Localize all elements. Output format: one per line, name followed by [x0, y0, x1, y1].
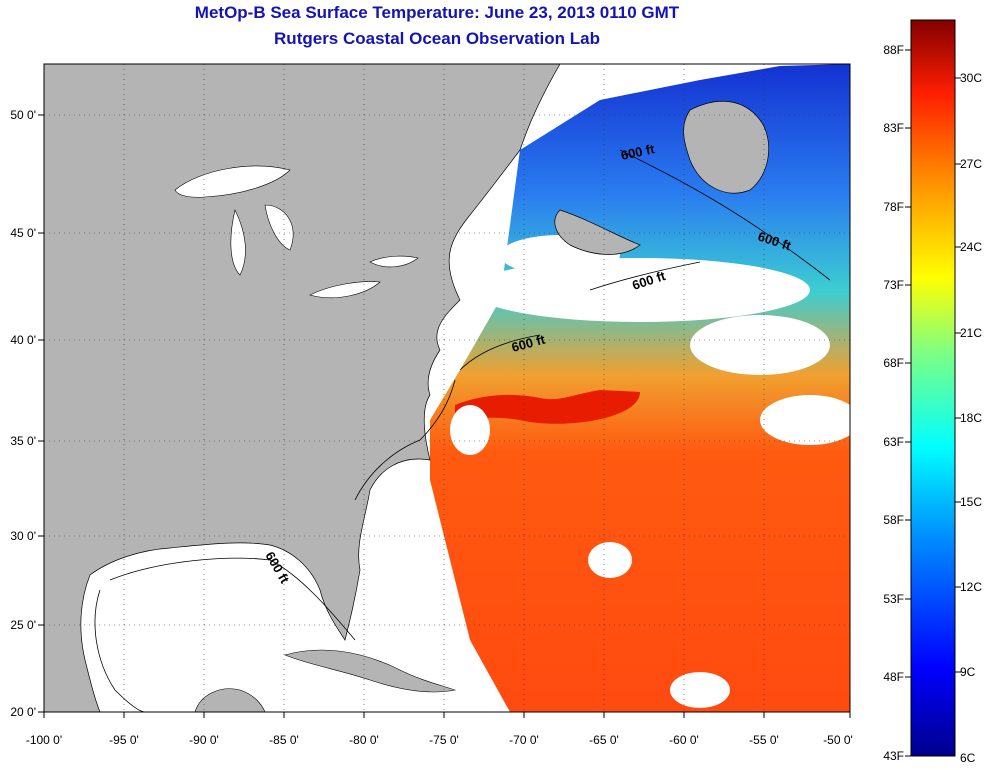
axis-ticks: [38, 114, 851, 718]
lon-label: -65 0': [589, 733, 619, 747]
lon-label: -70 0': [509, 733, 539, 747]
colorbar-ticks: [905, 49, 961, 757]
colorbar-c-label: 9C: [960, 665, 976, 679]
nova-scotia-land: [554, 209, 641, 255]
colorbar-f-label: 68F: [883, 356, 904, 370]
yucatan-land: [194, 688, 266, 712]
lat-label: 20 0': [10, 705, 36, 719]
newfoundland-land: [683, 100, 770, 194]
colorbar-c-label: 6C: [960, 751, 976, 765]
lon-label: -85 0': [269, 733, 299, 747]
graticule: [44, 64, 850, 712]
lat-label: 25 0': [10, 618, 36, 632]
lat-label: 35 0': [10, 434, 36, 448]
colorbar-c-label: 18C: [960, 411, 982, 425]
lat-label: 40 0': [10, 333, 36, 347]
colorbar-f-label: 83F: [883, 121, 904, 135]
isobath-label: 600 ft: [620, 141, 657, 163]
colorbar-celsius-labels: 30C 27C 24C 21C 18C 15C 12C 9C 6C: [960, 71, 982, 765]
colorbar-c-label: 21C: [960, 326, 982, 340]
lon-label: -90 0': [189, 733, 219, 747]
colorbar-f-label: 73F: [883, 278, 904, 292]
cloud-patches: [450, 235, 850, 708]
colorbar-f-label: 43F: [883, 749, 904, 763]
colorbar-fahrenheit-labels: 88F 83F 78F 73F 68F 63F 58F 53F 48F 43F: [883, 43, 904, 763]
colorbar-f-label: 58F: [883, 513, 904, 527]
gulf-stream-core: [455, 390, 640, 424]
colorbar-f-label: 63F: [883, 435, 904, 449]
isobath-600ft: [94, 149, 831, 712]
latitude-labels: 50 0' 45 0' 40 0' 35 0' 30 0' 25 0' 20 0…: [10, 108, 36, 719]
lon-label: -55 0': [749, 733, 779, 747]
longitude-labels: -100 0' -95 0' -90 0' -85 0' -80 0' -75 …: [26, 733, 853, 747]
lat-label: 50 0': [10, 108, 36, 122]
north-america-land: [44, 64, 561, 712]
sst-swath: [430, 64, 850, 712]
cuba-land: [284, 649, 457, 693]
map-subtitle: Rutgers Coastal Ocean Observation Lab: [274, 29, 600, 48]
plot-frame: [43, 63, 851, 713]
lon-label: -100 0': [26, 733, 62, 747]
colorbar-c-label: 27C: [960, 157, 982, 171]
lon-label: -60 0': [669, 733, 699, 747]
lon-label: -95 0': [109, 733, 139, 747]
colorbar-c-label: 30C: [960, 71, 982, 85]
colorbar-c-label: 15C: [960, 495, 982, 509]
colorbar-c-label: 24C: [960, 240, 982, 254]
lat-label: 45 0': [10, 226, 36, 240]
colorbar: [910, 19, 956, 757]
lon-label: -80 0': [349, 733, 379, 747]
colorbar-c-label: 12C: [960, 580, 982, 594]
colorbar-f-label: 78F: [883, 200, 904, 214]
lon-label: -50 0': [823, 733, 853, 747]
colorbar-f-label: 53F: [883, 592, 904, 606]
colorbar-f-label: 88F: [883, 43, 904, 57]
colorbar-f-label: 48F: [883, 670, 904, 684]
lon-label: -75 0': [429, 733, 459, 747]
map-title: MetOp-B Sea Surface Temperature: June 23…: [194, 3, 680, 22]
lat-label: 30 0': [10, 529, 36, 543]
